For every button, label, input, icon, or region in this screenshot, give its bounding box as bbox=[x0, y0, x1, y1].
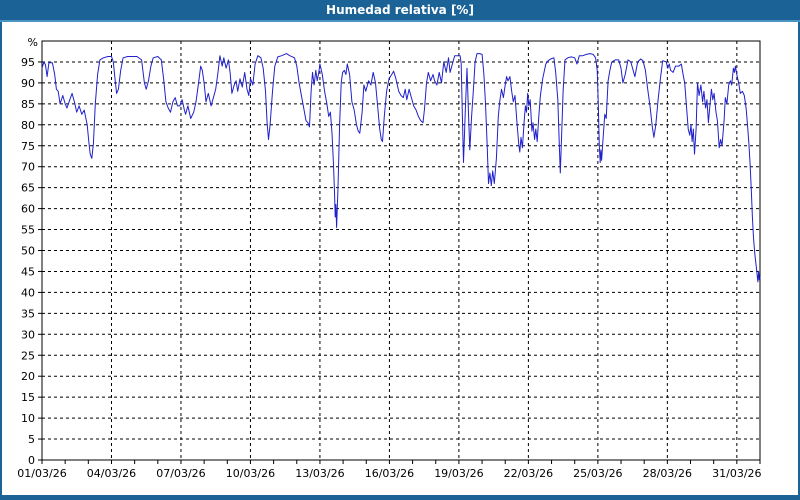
chart-panel bbox=[2, 22, 798, 495]
y-axis-labels: 0 5 10 15 20 25 30 35 40 45 50 55 60 65 70 75 80 85 90 95% bbox=[21, 36, 38, 467]
svg-text:30: 30 bbox=[21, 328, 35, 341]
svg-text:28/03/26: 28/03/26 bbox=[643, 467, 692, 480]
svg-text:80: 80 bbox=[21, 119, 35, 132]
svg-text:75: 75 bbox=[21, 140, 35, 153]
svg-text:85: 85 bbox=[21, 98, 35, 111]
svg-text:25/03/26: 25/03/26 bbox=[573, 467, 622, 480]
svg-text:07/03/26: 07/03/26 bbox=[156, 467, 205, 480]
humidity-series-line bbox=[41, 53, 761, 283]
plot-border bbox=[41, 40, 761, 461]
svg-text:20: 20 bbox=[21, 370, 35, 383]
svg-text:0: 0 bbox=[28, 454, 35, 467]
svg-text:10/03/26: 10/03/26 bbox=[226, 467, 275, 480]
svg-text:25: 25 bbox=[21, 349, 35, 362]
x-axis-labels: 01/03/26 04/03/26 07/03/26 10/03/26 13/03/26… bbox=[17, 467, 761, 480]
svg-text:5: 5 bbox=[28, 433, 35, 446]
svg-text:04/03/26: 04/03/26 bbox=[87, 467, 136, 480]
svg-text:13/03/26: 13/03/26 bbox=[295, 467, 344, 480]
svg-text:90: 90 bbox=[21, 77, 35, 90]
svg-text:45: 45 bbox=[21, 265, 35, 278]
svg-text:19/03/26: 19/03/26 bbox=[434, 467, 483, 480]
svg-text:40: 40 bbox=[21, 286, 35, 299]
svg-text:16/03/26: 16/03/26 bbox=[365, 467, 414, 480]
svg-text:95: 95 bbox=[21, 56, 35, 69]
svg-text:65: 65 bbox=[21, 182, 35, 195]
svg-text:10: 10 bbox=[21, 412, 35, 425]
svg-text:22/03/26: 22/03/26 bbox=[504, 467, 553, 480]
gridlines bbox=[42, 41, 760, 460]
svg-text:35: 35 bbox=[21, 307, 35, 320]
svg-text:50: 50 bbox=[21, 245, 35, 258]
svg-text:60: 60 bbox=[21, 203, 35, 216]
svg-text:55: 55 bbox=[21, 224, 35, 237]
svg-text:70: 70 bbox=[21, 161, 35, 174]
window-title: Humedad relativa [%] bbox=[326, 3, 474, 17]
y-axis-unit-label: % bbox=[28, 36, 38, 49]
svg-text:31/03/26: 31/03/26 bbox=[712, 467, 761, 480]
svg-text:15: 15 bbox=[21, 391, 35, 404]
axis-ticks bbox=[38, 61, 761, 464]
svg-text:01/03/26: 01/03/26 bbox=[17, 467, 66, 480]
window-titlebar: Humedad relativa [%] bbox=[0, 0, 800, 22]
